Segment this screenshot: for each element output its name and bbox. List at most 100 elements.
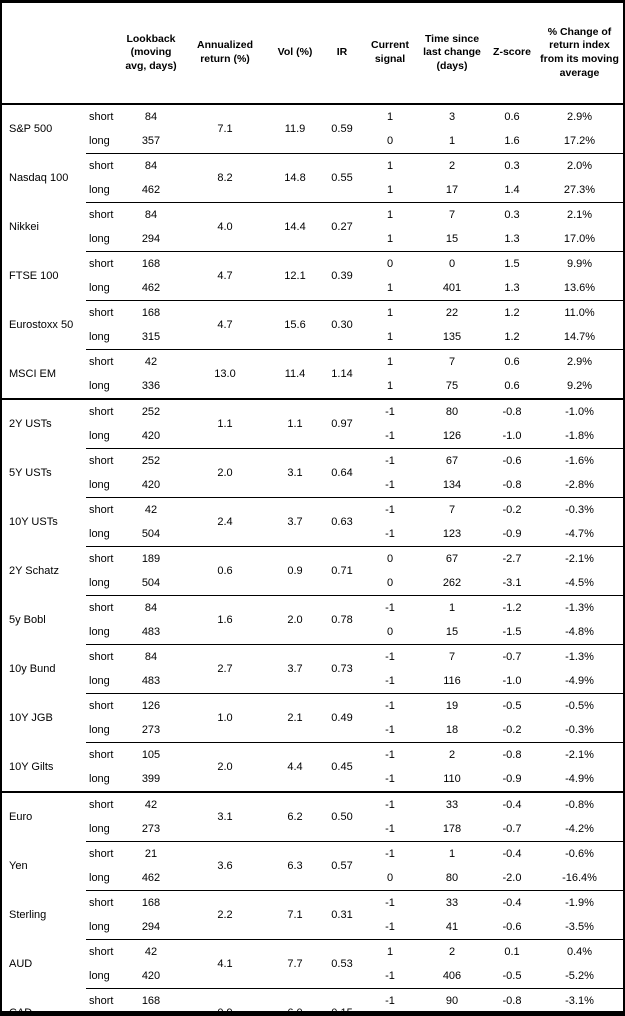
time-since-short-value: 7	[416, 202, 488, 227]
current-signal-short-value: -1	[364, 988, 416, 1011]
horizon-label-long: long	[89, 184, 110, 196]
asset-name: Euro	[2, 791, 86, 842]
current-signal-short-value: -1	[364, 841, 416, 866]
horizon-label-long: long	[89, 577, 110, 589]
pct-change-long-value: 13.6%	[563, 282, 596, 294]
lookback-long-value: 357	[141, 135, 161, 147]
ir-value: 0.50	[320, 791, 364, 842]
zscore-long-value: 1.4	[504, 184, 520, 196]
current-signal-short-value: 0	[364, 251, 416, 276]
time-since-short-value: 19	[416, 693, 488, 718]
asset-row-short: Nikkei short 84 4.0 14.4 0.27 1 7 0.3 2.…	[2, 202, 623, 252]
zscore-long-value: -0.9	[502, 528, 522, 540]
horizon-label-short: short	[86, 791, 122, 817]
time-since-long-value: 75	[445, 380, 459, 392]
vol-value: 0.9	[270, 546, 320, 596]
current-signal-long-value: 0	[386, 135, 394, 147]
asset-name: 10Y Gilts	[9, 760, 54, 773]
vol-value: 3.1	[270, 448, 320, 498]
current-signal-long-value: 0	[386, 872, 394, 884]
pct-change-short-value: -1.9%	[536, 890, 623, 915]
lookback-long-value: 504	[141, 577, 161, 589]
pct-change-long-value: 17.2%	[563, 135, 596, 147]
annualized-return-value: 4.0	[180, 202, 270, 252]
current-signal-short-value: 1	[364, 153, 416, 178]
time-since-short-value: 22	[416, 300, 488, 325]
ir-value: 0.63	[320, 497, 364, 547]
asset-name: 10y Bund	[9, 663, 56, 675]
asset-name: Eurostoxx 50	[9, 319, 74, 331]
pct-change-short-value: 2.9%	[566, 111, 593, 123]
zscore-short-value: -0.4	[488, 890, 536, 915]
pct-change-short-value: -0.6%	[536, 841, 623, 866]
horizon-label-short: short	[86, 693, 122, 718]
vol-value: 14.8	[270, 153, 320, 203]
asset-name: 10Y JGB	[9, 712, 53, 724]
vol-value: 6.0	[270, 988, 320, 1011]
header-ir: IR	[320, 3, 364, 105]
current-signal-short-value: 1	[364, 349, 416, 374]
asset-row-short: 2Y USTs short 252 1.1 1.1 0.97 -1 80 -0.…	[2, 398, 623, 449]
ir-value: 0.27	[320, 202, 364, 252]
zscore-long-value: 1.2	[504, 331, 520, 343]
current-signal-long-value: -1	[385, 773, 395, 785]
lookback-long-value: 294	[141, 233, 161, 245]
lookback-short-value: 189	[122, 546, 180, 571]
asset-row-long: long 315 1 135 1.2 14.7%	[2, 325, 623, 350]
horizon-label-short: short	[86, 644, 122, 669]
asset-row-short: 10Y Gilts short 105 2.0 4.4 0.45 -1 2 -0…	[2, 742, 623, 792]
vol-value: 2.0	[270, 595, 320, 645]
pct-change-short-value: -1.3%	[536, 644, 623, 669]
annualized-return-value: 1.1	[180, 398, 270, 449]
annualized-return-value: 7.1	[217, 123, 233, 135]
asset-row-long: long 273 -1 178 -0.7 -4.2%	[2, 817, 623, 842]
header-pct-change: % Change of return index from its moving…	[536, 3, 623, 105]
current-signal-long-value: -1	[385, 430, 395, 442]
asset-row-long: long 462 1 17 1.4 27.3%	[2, 178, 623, 203]
asset-name: Nikkei	[9, 221, 39, 233]
zscore-short-value: -0.4	[488, 791, 536, 817]
zscore-short-value: 0.3	[488, 153, 536, 178]
zscore-long-value: -0.7	[502, 823, 522, 835]
asset-row-long: long 294 -1 41 -0.6 -3.5%	[2, 915, 623, 940]
annualized-return-value: 2.7	[180, 644, 270, 694]
asset-row-long: long 483 -1 116 -1.0 -4.9%	[2, 669, 623, 694]
asset-row-long: long 462 0 80 -2.0 -16.4%	[2, 866, 623, 891]
time-since-long-value: 80	[445, 872, 459, 884]
annualized-return-value: 2.2	[180, 890, 270, 940]
asset-name: 5y Bobl	[9, 614, 46, 626]
zscore-short-value: -0.8	[488, 988, 536, 1011]
table-body: S&P 500 short 84 7.1 11.9 0.59 1 3 0.6 2…	[2, 104, 623, 1011]
annualized-return-value: 3.6	[180, 841, 270, 891]
asset-row-short: 10y Bund short 84 2.7 3.7 0.73 -1 7 -0.7…	[2, 644, 623, 694]
zscore-short-value: -2.7	[488, 546, 536, 571]
asset-name: 2Y Schatz	[9, 565, 59, 577]
lookback-long-value: 483	[141, 626, 161, 638]
current-signal-long-value: 0	[386, 626, 394, 638]
pct-change-long-value: -3.5%	[565, 921, 594, 933]
vol-value: 14.4	[270, 202, 320, 252]
current-signal-short-value: -1	[364, 791, 416, 817]
asset-row-long: long 273 -1 18 -0.2 -0.3%	[2, 718, 623, 743]
zscore-long-value: 1.3	[504, 233, 520, 245]
lookback-short-value: 252	[122, 398, 180, 424]
vol-value: 7.1	[270, 890, 320, 940]
pct-change-long-value: 14.7%	[563, 331, 596, 343]
zscore-short-value: -0.5	[488, 693, 536, 718]
current-signal-short-value: -1	[364, 448, 416, 473]
lookback-short-value: 168	[122, 890, 180, 915]
lookback-short-value: 42	[122, 349, 180, 374]
pct-change-short-value: -0.8%	[536, 791, 623, 817]
current-signal-long-value: -1	[385, 675, 395, 687]
time-since-short-value: 1	[416, 595, 488, 620]
annualized-return-value: 2.0	[180, 742, 270, 792]
current-signal-long-value: -1	[385, 970, 395, 982]
time-since-short-value: 90	[416, 988, 488, 1011]
current-signal-long-value: -1	[385, 528, 395, 540]
annualized-return-value: 1.6	[180, 595, 270, 645]
asset-row-short: AUD short 42 4.1 7.7 0.53 1 2 0.1 0.4%	[2, 939, 623, 989]
horizon-label-long: long	[89, 528, 110, 540]
current-signal-long-value: 0	[386, 577, 394, 589]
zscore-long-value: -1.0	[502, 675, 522, 687]
ir-value: 0.73	[320, 644, 364, 694]
